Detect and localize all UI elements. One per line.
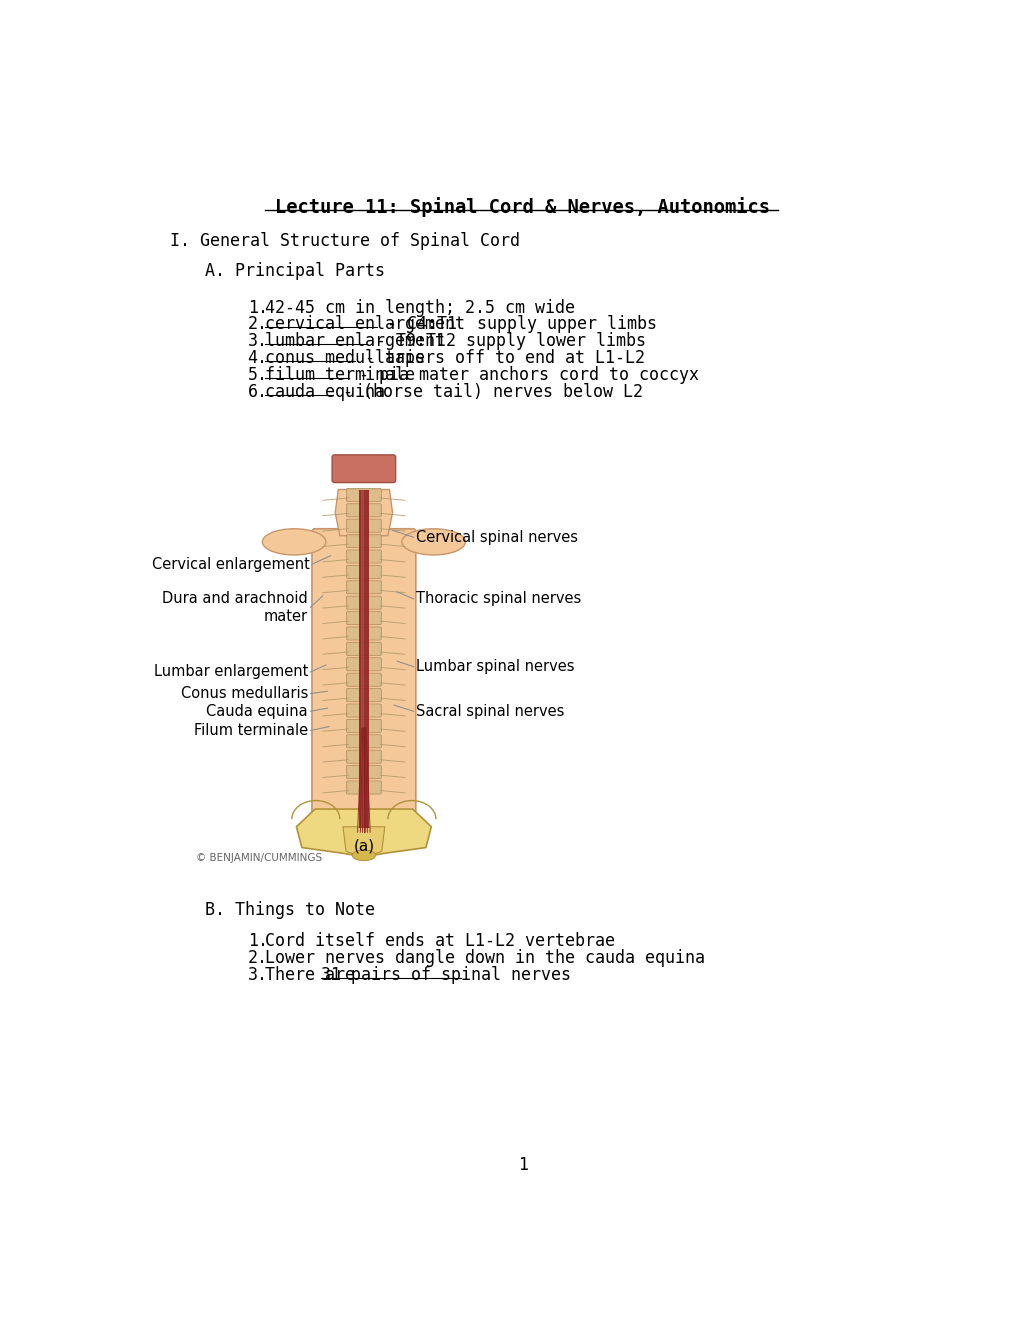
Text: Lecture 11: Spinal Cord & Nerves, Autonomics: Lecture 11: Spinal Cord & Nerves, Autono… xyxy=(275,197,769,216)
Text: 3.: 3. xyxy=(248,966,267,985)
FancyBboxPatch shape xyxy=(346,565,381,578)
Text: 31 pairs of spinal nerves: 31 pairs of spinal nerves xyxy=(321,966,571,985)
Text: - (horse tail) nerves below L2: - (horse tail) nerves below L2 xyxy=(332,383,642,401)
Text: 2.: 2. xyxy=(248,949,267,968)
FancyBboxPatch shape xyxy=(346,689,381,702)
Text: cauda equina: cauda equina xyxy=(265,383,385,401)
FancyBboxPatch shape xyxy=(346,673,381,686)
Text: Sacral spinal nerves: Sacral spinal nerves xyxy=(416,704,564,719)
Ellipse shape xyxy=(401,529,465,554)
FancyBboxPatch shape xyxy=(346,597,381,610)
Text: 1.: 1. xyxy=(248,932,267,950)
Text: 3.: 3. xyxy=(248,333,267,350)
FancyBboxPatch shape xyxy=(346,735,381,748)
FancyBboxPatch shape xyxy=(346,519,381,532)
Ellipse shape xyxy=(352,850,375,861)
Text: Conus medullaris: Conus medullaris xyxy=(180,686,308,701)
FancyBboxPatch shape xyxy=(346,781,381,795)
FancyBboxPatch shape xyxy=(346,611,381,624)
Text: There are: There are xyxy=(265,966,365,985)
Ellipse shape xyxy=(262,529,326,554)
Text: © BENJAMIN/CUMMINGS: © BENJAMIN/CUMMINGS xyxy=(196,853,322,863)
Text: Dura and arachnoid
mater: Dura and arachnoid mater xyxy=(162,591,308,623)
Text: A. Principal Parts: A. Principal Parts xyxy=(205,263,384,280)
Text: filum terminale: filum terminale xyxy=(265,367,415,384)
Polygon shape xyxy=(335,490,392,536)
FancyBboxPatch shape xyxy=(346,766,381,779)
Text: 2.: 2. xyxy=(248,315,267,334)
Text: Lumbar spinal nerves: Lumbar spinal nerves xyxy=(416,659,574,675)
Text: Thoracic spinal nerves: Thoracic spinal nerves xyxy=(416,591,581,606)
Text: I. General Structure of Spinal Cord: I. General Structure of Spinal Cord xyxy=(170,232,520,251)
FancyBboxPatch shape xyxy=(346,627,381,640)
Polygon shape xyxy=(297,809,431,857)
Text: - tapers off to end at L1-L2: - tapers off to end at L1-L2 xyxy=(355,350,644,367)
Text: Lumbar enlargement: Lumbar enlargement xyxy=(154,664,308,680)
Text: Filum terminale: Filum terminale xyxy=(194,723,308,738)
Text: 6.: 6. xyxy=(248,383,267,401)
FancyBboxPatch shape xyxy=(346,704,381,717)
Text: Cord itself ends at L1-L2 vertebrae: Cord itself ends at L1-L2 vertebrae xyxy=(265,932,614,950)
Text: cervical enlargement: cervical enlargement xyxy=(265,315,465,334)
Text: 1: 1 xyxy=(518,1155,527,1173)
FancyBboxPatch shape xyxy=(346,719,381,733)
Text: B. Things to Note: B. Things to Note xyxy=(205,902,375,920)
FancyBboxPatch shape xyxy=(346,643,381,656)
FancyBboxPatch shape xyxy=(346,535,381,548)
Text: 4.: 4. xyxy=(248,350,267,367)
Text: 42-45 cm in length; 2.5 cm wide: 42-45 cm in length; 2.5 cm wide xyxy=(265,298,575,317)
FancyBboxPatch shape xyxy=(346,657,381,671)
Text: Lower nerves dangle down in the cauda equina: Lower nerves dangle down in the cauda eq… xyxy=(265,949,705,968)
Bar xyxy=(359,490,368,829)
FancyBboxPatch shape xyxy=(346,488,381,502)
Text: Cervical enlargement: Cervical enlargement xyxy=(152,557,310,572)
Text: - T9:T12 supply lower limbs: - T9:T12 supply lower limbs xyxy=(366,333,645,350)
Text: 5.: 5. xyxy=(248,367,267,384)
Text: conus medullaris: conus medullaris xyxy=(265,350,425,367)
FancyBboxPatch shape xyxy=(346,750,381,763)
FancyBboxPatch shape xyxy=(332,455,395,483)
FancyBboxPatch shape xyxy=(346,581,381,594)
FancyBboxPatch shape xyxy=(312,529,416,820)
FancyBboxPatch shape xyxy=(346,550,381,564)
Polygon shape xyxy=(342,826,384,858)
Text: - pia mater anchors cord to coccyx: - pia mater anchors cord to coccyx xyxy=(348,367,699,384)
Text: 1.: 1. xyxy=(248,298,267,317)
Text: - C4:T1  supply upper limbs: - C4:T1 supply upper limbs xyxy=(377,315,656,334)
Text: Cervical spinal nerves: Cervical spinal nerves xyxy=(416,529,577,545)
Text: (a): (a) xyxy=(353,838,374,853)
Text: Cauda equina: Cauda equina xyxy=(206,704,308,719)
Text: lumbar enlargement: lumbar enlargement xyxy=(265,333,445,350)
Bar xyxy=(361,490,364,829)
FancyBboxPatch shape xyxy=(346,504,381,517)
